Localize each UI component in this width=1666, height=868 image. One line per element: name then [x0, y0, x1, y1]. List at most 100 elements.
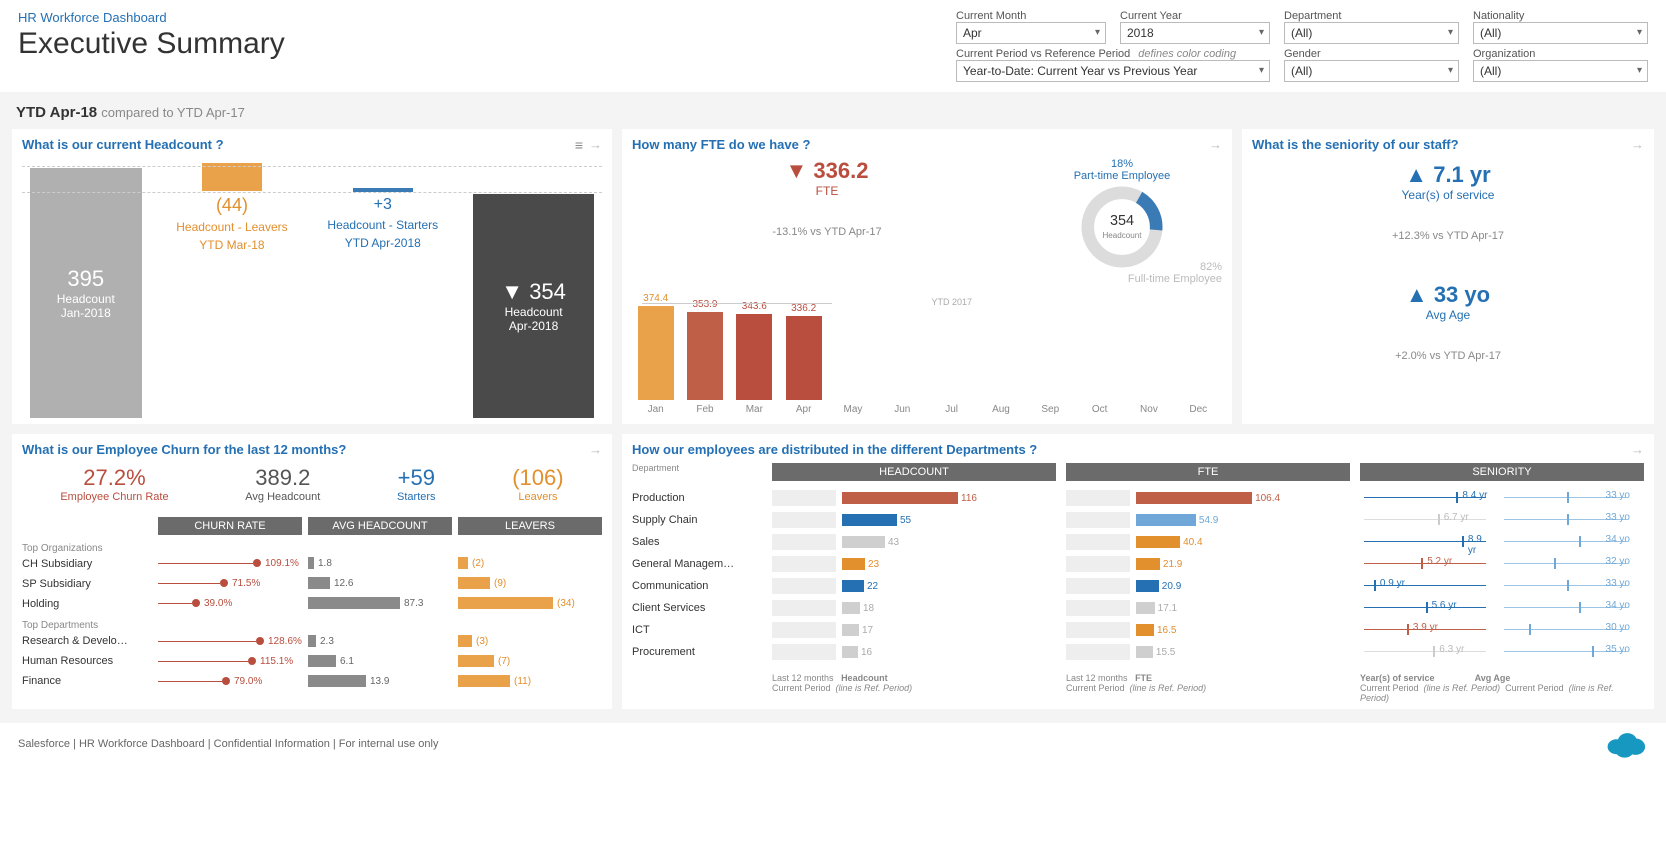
hint: defines color coding	[1138, 48, 1236, 60]
value: 17.1	[1158, 603, 1177, 614]
num: 33 yo	[1434, 282, 1490, 307]
arrow-up-icon: ▲	[1406, 282, 1428, 307]
label: Avg Age	[1252, 308, 1644, 322]
value: (11)	[514, 676, 531, 687]
sparkline	[1066, 578, 1130, 594]
select-current-year[interactable]: 2018	[1120, 22, 1270, 44]
compare: +12.3% vs YTD Apr-17	[1252, 230, 1644, 242]
data-row: (3)	[458, 631, 602, 651]
bar	[458, 557, 468, 569]
bar	[842, 558, 865, 570]
churn-kpis: 27.2%Employee Churn Rate 389.2Avg Headco…	[22, 465, 602, 503]
bar	[308, 675, 366, 687]
data-row: 79.0%	[158, 671, 302, 691]
hc-row: 55	[772, 509, 1056, 531]
label: Nationality	[1473, 10, 1648, 22]
row-label: Research & Develo…	[22, 631, 152, 651]
age-value: 34 yo	[1606, 600, 1630, 611]
foot-hc: Last 12 months HeadcountCurrent Period (…	[772, 673, 1056, 693]
content: YTD Apr-18 compared to YTD Apr-17 What i…	[0, 92, 1666, 723]
card-title: What is the seniority of our staff? →	[1252, 137, 1644, 152]
select-nationality[interactable]: (All)	[1473, 22, 1648, 44]
label: Organization	[1473, 48, 1648, 60]
age-value: 32 yo	[1606, 556, 1630, 567]
seniority-row: 5.6 yr34 yo	[1360, 597, 1644, 619]
filter-department: Department (All)	[1284, 10, 1459, 44]
expand-icon[interactable]: →	[1631, 442, 1644, 457]
bar	[1136, 492, 1252, 504]
menu-icon[interactable]: ≡	[575, 137, 583, 153]
pct: 82	[1200, 261, 1212, 273]
yr-value: 5.2 yr	[1427, 556, 1452, 567]
bar	[736, 314, 772, 400]
age-value: 34 yo	[1606, 534, 1630, 545]
label: YTD Mar-18	[172, 238, 293, 252]
select-organization[interactable]: (All)	[1473, 60, 1648, 82]
churn-col-avg: AVG HEADCOUNT1.812.687.32.36.113.9	[308, 517, 452, 691]
value: 23	[868, 559, 879, 570]
sparkline	[772, 490, 836, 506]
expand-icon[interactable]: →	[1631, 137, 1644, 152]
select-period[interactable]: Year-to-Date: Current Year vs Previous Y…	[956, 60, 1270, 82]
filter-organization: Organization (All)	[1473, 48, 1648, 82]
dept-label: Production	[632, 487, 762, 509]
row-2: What is our Employee Churn for the last …	[12, 434, 1654, 709]
data-row: 2.3	[308, 631, 452, 651]
sparkline	[1066, 556, 1130, 572]
bar	[1136, 602, 1155, 614]
breadcrumb[interactable]: HR Workforce Dashboard	[18, 10, 285, 25]
bar	[1136, 646, 1153, 658]
data-row: 71.5%	[158, 573, 302, 593]
text: Current Period vs Reference Period	[956, 48, 1130, 60]
data-row: 6.1	[308, 651, 452, 671]
label: Current Month	[956, 10, 1106, 22]
row-label: SP Subsidiary	[22, 574, 152, 594]
value: ▲ 33 yo	[1252, 282, 1644, 308]
age-value: 35 yo	[1606, 644, 1630, 655]
period-main: YTD Apr-18	[16, 104, 97, 121]
value: 2.3	[320, 636, 334, 647]
arrow-up-icon: ▲	[1405, 162, 1427, 187]
fte-row: 17.1	[1066, 597, 1350, 619]
filters: Current Month Apr Current Year 2018 Depa…	[956, 10, 1648, 82]
filter-gender: Gender (All)	[1284, 48, 1459, 82]
bar	[842, 646, 858, 658]
years-plot: 3.9 yr	[1360, 619, 1490, 641]
data-row: 128.6%	[158, 631, 302, 651]
expand-icon[interactable]: →	[1209, 137, 1222, 152]
pct: 18	[1111, 158, 1123, 170]
hc-row: 23	[772, 553, 1056, 575]
age-plot: 30 yo	[1500, 619, 1630, 641]
bar: ▼ 354 Headcount Apr-2018	[473, 194, 594, 418]
fte-month: Aug	[977, 300, 1024, 415]
service-block: ▲ 7.1 yr Year(s) of service +12.3% vs YT…	[1252, 162, 1644, 242]
row-label: Finance	[22, 671, 152, 691]
select-department[interactable]: (All)	[1284, 22, 1459, 44]
bar	[786, 316, 822, 400]
age-block: ▲ 33 yo Avg Age +2.0% vs YTD Apr-17	[1252, 282, 1644, 362]
age-value: 30 yo	[1606, 622, 1630, 633]
hc-row: 17	[772, 619, 1056, 641]
select-gender[interactable]: (All)	[1284, 60, 1459, 82]
col-header: CHURN RATE	[158, 517, 302, 535]
card-title: What is our current Headcount ? → ≡	[22, 137, 602, 152]
ref-line-label: YTD 2017	[931, 297, 972, 307]
value: 20.9	[1162, 581, 1181, 592]
sparkline	[772, 600, 836, 616]
lollipop: 79.0%	[158, 671, 262, 691]
expand-icon[interactable]: →	[589, 442, 602, 457]
label: Apr-2018	[473, 319, 594, 333]
bar	[458, 597, 553, 609]
value: 109.1%	[265, 558, 299, 569]
value: 18	[863, 603, 874, 614]
lollipop: 128.6%	[158, 631, 302, 651]
fte-month: Oct	[1076, 300, 1123, 415]
expand-icon[interactable]: →	[589, 137, 602, 152]
data-row: (11)	[458, 671, 602, 691]
age-value: 33 yo	[1606, 490, 1630, 501]
sparkline	[772, 578, 836, 594]
years-plot: 0.9 yr	[1360, 575, 1490, 597]
select-current-month[interactable]: Apr	[956, 22, 1106, 44]
arrow-down-icon: ▼	[501, 279, 523, 304]
row-label: Holding	[22, 594, 152, 614]
